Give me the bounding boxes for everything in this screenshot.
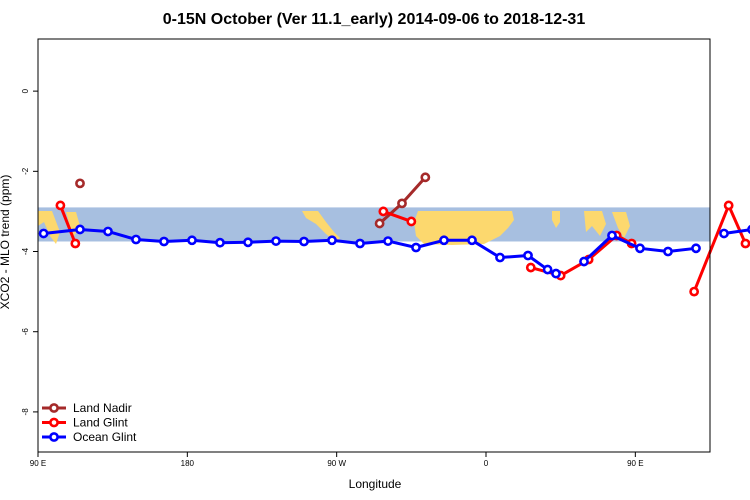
data-point-ocean-glint — [439, 235, 449, 246]
plot-frame — [37, 38, 711, 453]
land-patch-india — [552, 211, 560, 228]
land-patch-central-america — [302, 211, 340, 242]
data-point-ocean-glint — [159, 236, 169, 247]
legend-item-land-nadir: Land Nadir — [42, 401, 132, 415]
y-tick-label: -2 — [21, 167, 30, 175]
x-axis-label: Longitude — [349, 477, 402, 491]
data-point-land-glint — [525, 262, 536, 273]
data-point-ocean-glint — [663, 246, 673, 257]
data-point-land-nadir — [420, 172, 431, 183]
data-point-ocean-glint — [355, 238, 365, 249]
data-point-ocean-glint — [271, 236, 281, 246]
land-patch-asia-east — [584, 211, 606, 236]
y-axis: 0 -2 -4 -6 -8 — [21, 88, 38, 415]
x-tick-label: 0 — [484, 459, 489, 468]
data-point-ocean-glint — [131, 234, 141, 245]
data-point-land-glint — [378, 206, 389, 217]
data-point-ocean-glint — [75, 224, 85, 235]
data-point-land-glint — [70, 238, 81, 249]
x-tick-label: 90 E — [30, 459, 46, 468]
y-axis-label: XCO2 - MLO trend (ppm) — [0, 175, 12, 310]
data-point-ocean-glint — [187, 235, 197, 246]
legend-swatch-marker — [49, 432, 59, 442]
data-point-ocean-glint — [635, 243, 645, 254]
data-point-ocean-glint — [579, 256, 589, 267]
series-line-land-glint — [382, 210, 412, 223]
chart-title: 0-15N October (Ver 11.1_early) 2014-09-0… — [163, 11, 586, 28]
legend-item-land-glint: Land Glint — [42, 416, 128, 430]
series-land-nadir — [75, 172, 431, 229]
data-point-ocean-glint — [215, 237, 225, 248]
data-point-ocean-glint — [243, 237, 253, 248]
x-tick-label: 180 — [181, 459, 195, 468]
data-point-land-glint — [723, 200, 734, 211]
data-point-land-glint — [689, 286, 700, 297]
data-point-land-glint — [55, 200, 66, 211]
legend-swatch-marker — [49, 403, 59, 413]
series-layer — [38, 172, 750, 297]
land-patch-africa — [414, 211, 514, 245]
series-ocean-glint — [38, 224, 750, 279]
legend-label: Land Nadir — [73, 401, 132, 415]
land-patch-asia — [38, 211, 60, 244]
land-patch-islands — [612, 212, 630, 238]
y-tick-label: 0 — [21, 88, 30, 93]
data-point-ocean-glint — [103, 226, 113, 237]
y-tick-label: -8 — [21, 408, 30, 416]
legend-item-ocean-glint: Ocean Glint — [42, 430, 137, 444]
data-point-ocean-glint — [38, 228, 49, 239]
data-point-ocean-glint — [523, 250, 533, 261]
y-tick-label: -6 — [21, 328, 30, 336]
data-point-land-glint — [406, 216, 417, 227]
y-tick-label: -4 — [21, 247, 30, 255]
legend-label: Land Glint — [73, 416, 128, 430]
data-point-ocean-glint — [495, 252, 505, 263]
data-point-ocean-glint — [383, 236, 393, 246]
data-point-ocean-glint — [542, 264, 553, 275]
series-line-land-glint — [59, 204, 77, 245]
x-tick-label: 90 W — [327, 459, 346, 468]
legend-swatch-marker — [49, 417, 59, 428]
data-point-land-nadir — [374, 218, 385, 229]
data-point-ocean-glint — [467, 235, 477, 246]
data-point-land-nadir — [397, 198, 407, 209]
data-point-ocean-glint — [607, 230, 617, 241]
data-point-ocean-glint — [691, 243, 701, 254]
legend-label: Ocean Glint — [73, 430, 137, 444]
data-point-ocean-glint — [327, 235, 337, 246]
data-point-land-glint — [740, 238, 750, 249]
data-point-ocean-glint — [299, 236, 309, 247]
data-point-land-nadir — [75, 178, 85, 189]
data-point-ocean-glint — [411, 242, 421, 253]
land-ocean-band — [38, 207, 710, 245]
x-tick-label: 90 E — [627, 459, 643, 468]
data-point-ocean-glint — [551, 268, 561, 279]
data-point-ocean-glint — [719, 228, 729, 239]
